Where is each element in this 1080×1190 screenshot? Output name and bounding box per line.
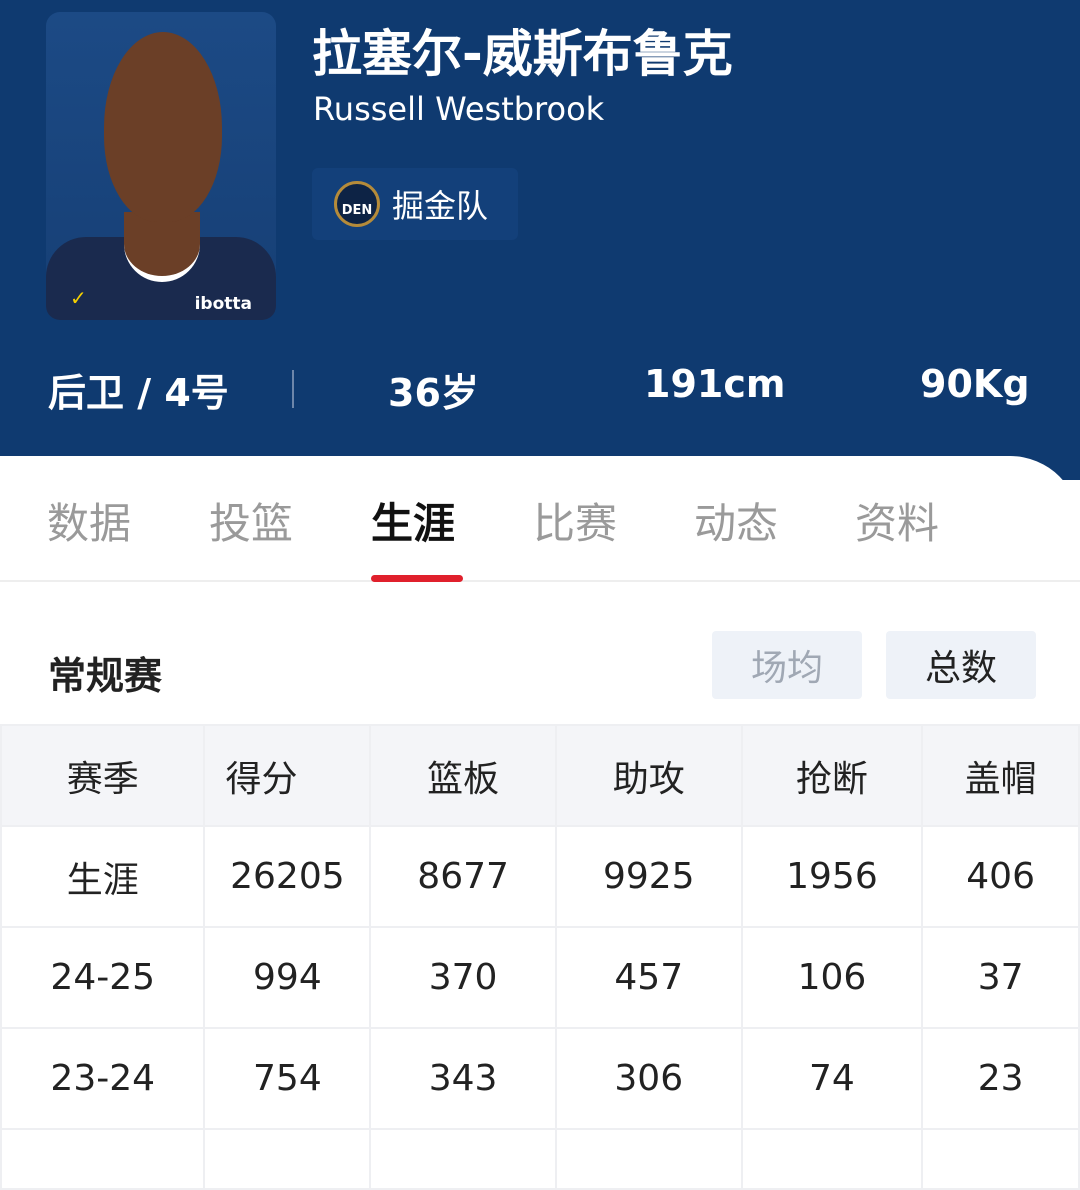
cell xyxy=(554,1128,743,1190)
cell xyxy=(369,1128,557,1190)
tab-games[interactable]: 比赛 xyxy=(533,499,618,548)
player-photo: ✓ ibotta xyxy=(46,12,276,320)
player-name-cn: 拉塞尔-威斯布鲁克 xyxy=(312,25,733,83)
cell-season: 生涯 xyxy=(0,825,206,928)
tab-career[interactable]: 生涯 xyxy=(371,499,456,548)
team-badge[interactable]: DEN 掘金队 xyxy=(312,168,518,240)
per-game-toggle[interactable]: 场均 xyxy=(712,631,862,699)
cell-rebounds: 8677 xyxy=(369,825,557,928)
height: 191cm xyxy=(644,362,786,406)
tab-shooting[interactable]: 投篮 xyxy=(209,499,294,548)
cell xyxy=(921,1128,1080,1190)
table-row: 23-24 754 343 306 74 23 xyxy=(0,1027,1080,1130)
cell-steals: 106 xyxy=(740,926,924,1029)
weight: 90Kg xyxy=(920,362,1030,406)
nike-swoosh-icon: ✓ xyxy=(70,286,87,310)
player-name-en: Russell Westbrook xyxy=(313,90,605,128)
col-assists: 助攻 xyxy=(554,724,743,827)
col-points: 得分 xyxy=(203,724,372,827)
career-stats-table: 赛季 得分 篮板 助攻 抢断 盖帽 生涯 26205 8677 9925 1956 406… xyxy=(0,724,1080,1190)
table-row-cutoff xyxy=(0,1128,1080,1190)
tab-profile[interactable]: 资料 xyxy=(855,499,940,548)
cell-rebounds: 343 xyxy=(369,1027,557,1130)
totals-toggle[interactable]: 总数 xyxy=(886,631,1036,699)
face xyxy=(104,32,222,222)
jersey-sponsor: ibotta xyxy=(194,294,252,314)
cell-points: 994 xyxy=(203,926,372,1029)
cell-season: 24-25 xyxy=(0,926,206,1029)
cell-steals: 74 xyxy=(740,1027,924,1130)
cell-rebounds: 370 xyxy=(369,926,557,1029)
table-row: 24-25 994 370 457 106 37 xyxy=(0,926,1080,1029)
position-number: 后卫 / 4号 xyxy=(48,371,229,415)
table-row: 生涯 26205 8677 9925 1956 406 xyxy=(0,825,1080,928)
team-name: 掘金队 xyxy=(392,187,489,225)
cell-assists: 306 xyxy=(554,1027,743,1130)
cell xyxy=(0,1128,206,1190)
col-season: 赛季 xyxy=(0,724,206,827)
tab-news[interactable]: 动态 xyxy=(694,499,779,548)
cell-steals: 1956 xyxy=(740,825,924,928)
col-rebounds: 篮板 xyxy=(369,724,557,827)
player-header: ✓ ibotta 拉塞尔-威斯布鲁克 Russell Westbrook DEN… xyxy=(0,0,1080,480)
cell-assists: 9925 xyxy=(554,825,743,928)
cell-points: 26205 xyxy=(203,825,372,928)
cell-points: 754 xyxy=(203,1027,372,1130)
col-steals: 抢断 xyxy=(740,724,924,827)
cell-blocks: 406 xyxy=(921,825,1080,928)
age: 36岁 xyxy=(388,371,479,415)
nuggets-logo-icon: DEN xyxy=(334,181,380,227)
cell-season: 23-24 xyxy=(0,1027,206,1130)
cell-assists: 457 xyxy=(554,926,743,1029)
cell-blocks: 23 xyxy=(921,1027,1080,1130)
active-tab-indicator xyxy=(371,575,463,582)
divider xyxy=(292,370,294,408)
section-title: 常规赛 xyxy=(48,654,163,698)
neck xyxy=(124,212,200,282)
cell xyxy=(740,1128,924,1190)
cell-blocks: 37 xyxy=(921,926,1080,1029)
tab-bar: 数据 投篮 生涯 比赛 动态 资料 xyxy=(0,490,1080,582)
col-blocks: 盖帽 xyxy=(921,724,1080,827)
tab-data[interactable]: 数据 xyxy=(47,499,132,548)
table-header-row: 赛季 得分 篮板 助攻 抢断 盖帽 xyxy=(0,724,1080,827)
cell xyxy=(203,1128,372,1190)
